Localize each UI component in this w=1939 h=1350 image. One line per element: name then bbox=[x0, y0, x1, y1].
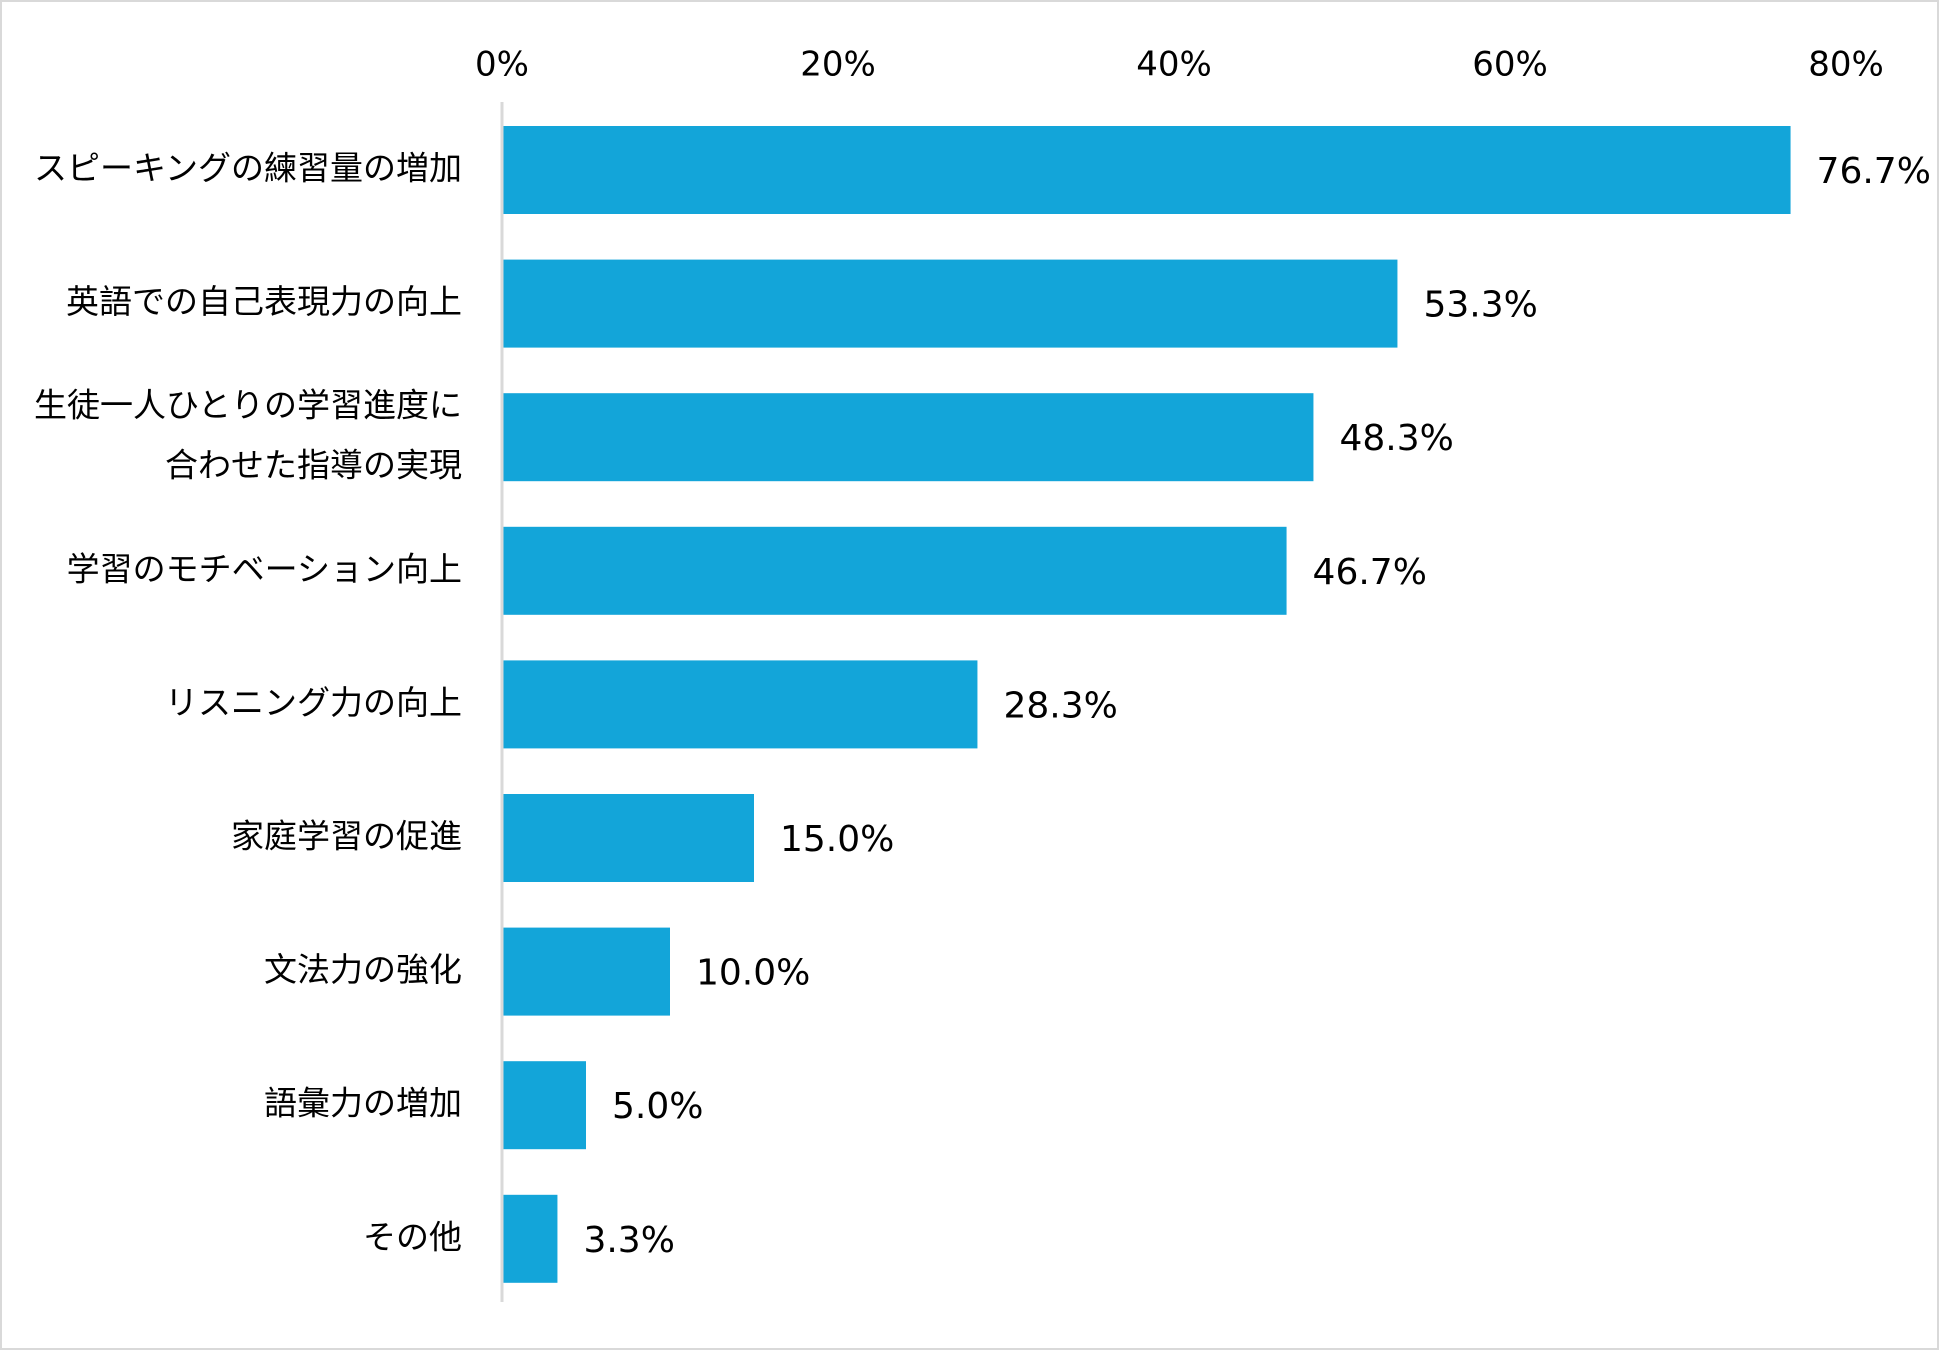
data-label: 5.0% bbox=[612, 1086, 703, 1127]
x-tick-label: 0% bbox=[475, 45, 529, 85]
bar bbox=[502, 660, 978, 749]
category-label: その他 bbox=[363, 1217, 462, 1256]
x-tick-label: 40% bbox=[1136, 45, 1212, 85]
category-label: 語彙力の増加 bbox=[264, 1084, 462, 1123]
bar bbox=[502, 1061, 586, 1150]
bar bbox=[502, 393, 1314, 482]
x-axis-ticks: 0% 20% 40% 60% 80% bbox=[475, 45, 1884, 85]
data-label: 46.7% bbox=[1313, 552, 1427, 593]
bar bbox=[502, 526, 1287, 615]
category-label: スピーキングの練習量の増加 bbox=[34, 149, 462, 188]
bars bbox=[502, 126, 1791, 1283]
x-tick-label: 60% bbox=[1472, 45, 1548, 85]
data-label: 48.3% bbox=[1339, 418, 1453, 459]
bar bbox=[502, 1194, 558, 1283]
category-label: 学習のモチベーション向上 bbox=[67, 549, 462, 588]
category-label: 生徒一人ひとりの学習進度に bbox=[34, 386, 462, 425]
category-label: 合わせた指導の実現 bbox=[165, 446, 462, 485]
bar bbox=[502, 794, 754, 882]
category-labels: スピーキングの練習量の増加英語での自己表現力の向上生徒一人ひとりの学習進度に合わ… bbox=[34, 149, 462, 1257]
category-label: 文法力の強化 bbox=[264, 950, 462, 989]
data-label: 53.3% bbox=[1423, 285, 1537, 326]
bar bbox=[502, 126, 1791, 214]
data-label: 28.3% bbox=[1003, 685, 1117, 726]
x-tick-label: 80% bbox=[1808, 45, 1884, 85]
data-label: 76.7% bbox=[1817, 151, 1931, 192]
data-label: 10.0% bbox=[696, 953, 810, 994]
bar bbox=[502, 927, 670, 1016]
category-label: 家庭学習の促進 bbox=[231, 817, 462, 856]
x-tick-label: 20% bbox=[800, 45, 876, 85]
category-label: 英語での自己表現力の向上 bbox=[66, 282, 462, 321]
data-label: 15.0% bbox=[780, 819, 894, 860]
value-labels: 76.7% 53.3% 48.3% 46.7% 28.3% 15.0% 10.0% 5.0% 3… bbox=[583, 151, 1930, 1261]
bar bbox=[502, 259, 1398, 348]
category-label: リスニング力の向上 bbox=[165, 683, 462, 722]
data-label: 3.3% bbox=[583, 1220, 674, 1261]
